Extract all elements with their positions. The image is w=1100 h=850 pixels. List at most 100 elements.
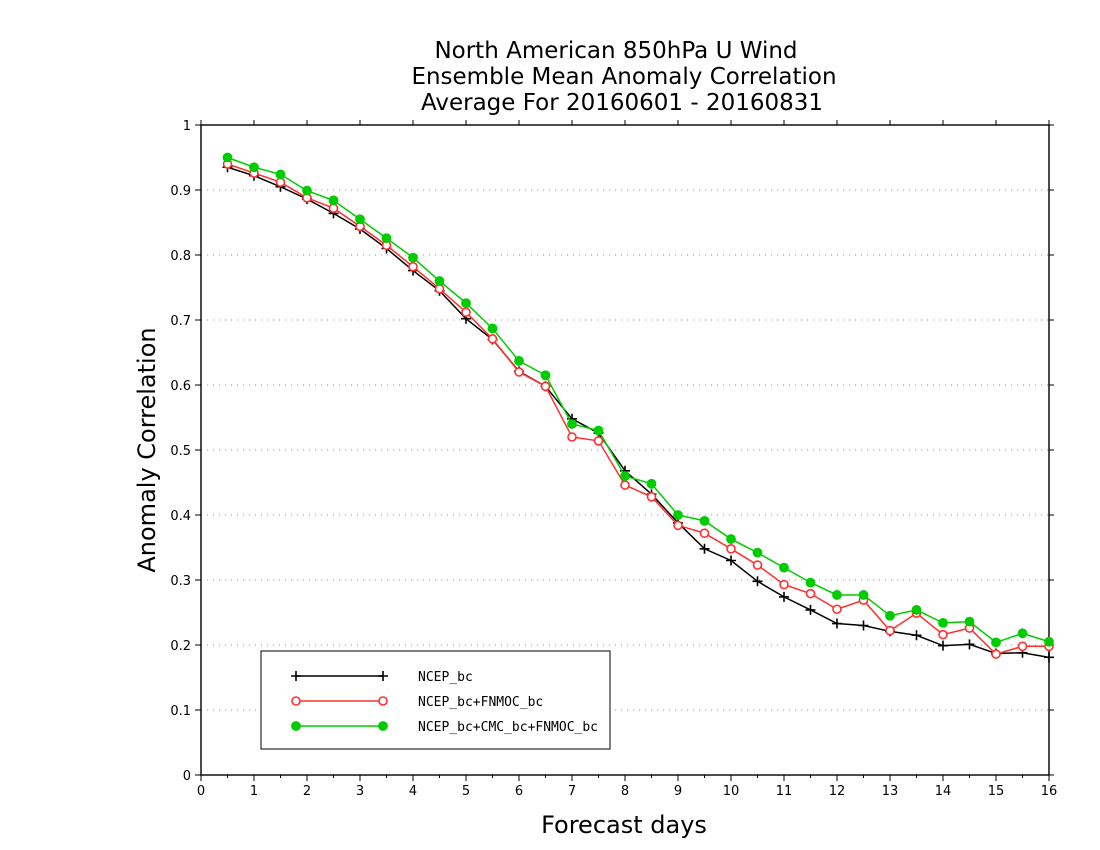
data-point [805, 577, 816, 588]
series-line [227, 163, 1049, 655]
tick-labels: 00.10.20.30.40.50.60.70.80.910 1 2 3 4 5 6 7 8 9 1… [170, 119, 1057, 799]
data-point [752, 560, 763, 570]
data-point [779, 579, 789, 590]
x-tick-label: 15 [988, 784, 1005, 799]
data-point [858, 620, 869, 631]
data-point [328, 203, 339, 213]
chart-title: North American 850hPa U Wind Ensemble Me… [411, 38, 836, 116]
data-point [291, 671, 301, 681]
data-point [461, 307, 471, 318]
data-point [567, 419, 577, 429]
data-point [938, 618, 948, 628]
data-point [991, 637, 1001, 648]
data-point [1017, 641, 1028, 652]
data-point [540, 370, 551, 381]
data-point [540, 381, 551, 392]
data-point [938, 640, 948, 651]
data-point [408, 261, 418, 272]
data-point [378, 696, 388, 706]
x-tick-label: 11 [776, 784, 793, 799]
x-tick-label: 2 [303, 784, 311, 799]
data-point [487, 323, 498, 334]
data-point [567, 432, 577, 442]
title-line-1: North American 850hPa U Wind [434, 38, 797, 64]
x-tick-label: 6 [515, 784, 523, 799]
series-2 [222, 159, 1054, 659]
data-point [779, 562, 789, 573]
x-tick-label: 9 [674, 784, 682, 799]
data-point [378, 671, 388, 681]
y-tick-label: 0.2 [170, 639, 191, 654]
x-axis-title: Forecast days [541, 811, 707, 839]
data-point [620, 480, 630, 490]
x-tick-label: 8 [621, 784, 629, 799]
title-line-2: Ensemble Mean Anomaly Correlation [411, 64, 836, 90]
data-point [620, 471, 630, 481]
data-point [752, 547, 763, 558]
data-point [885, 625, 895, 636]
data-point [291, 696, 301, 706]
data-point [275, 177, 286, 187]
x-tick-label: 16 [1041, 784, 1058, 799]
data-point [832, 618, 842, 629]
data-point [832, 604, 842, 615]
data-point [699, 528, 710, 539]
data-point [291, 721, 301, 731]
series-line [227, 166, 1050, 659]
data-point [726, 543, 736, 554]
y-axis-title: Anomaly Correlation [133, 327, 161, 572]
series-3 [222, 152, 1054, 648]
y-tick-label: 0.4 [170, 509, 191, 524]
x-tick-label: 0 [197, 784, 205, 799]
x-tick-label: 10 [723, 784, 740, 799]
data-point [726, 534, 736, 544]
data-point [911, 605, 922, 615]
data-point [699, 515, 710, 526]
y-tick-label: 0.9 [170, 184, 191, 199]
data-point [381, 233, 392, 244]
data-point [408, 252, 418, 263]
data-point [514, 367, 524, 377]
x-tick-label: 5 [462, 784, 470, 799]
data-point [673, 520, 683, 531]
data-point [434, 276, 445, 286]
data-series [222, 152, 1054, 663]
x-tick-label: 3 [356, 784, 364, 799]
data-point [699, 543, 710, 554]
legend-label: NCEP_bc+FNMOC_bc [418, 695, 543, 710]
data-point [302, 185, 312, 196]
data-point [938, 629, 948, 640]
data-point [964, 616, 975, 627]
axes [195, 120, 1054, 781]
data-point [378, 721, 388, 731]
data-point [805, 588, 816, 599]
legend-box [260, 650, 611, 750]
data-point [646, 478, 657, 489]
data-point [514, 356, 524, 366]
series-line [227, 156, 1050, 644]
x-tick-label: 1 [250, 784, 258, 799]
grid-lines [201, 189, 1049, 711]
data-point [885, 610, 895, 621]
data-point [1044, 652, 1054, 663]
data-point [805, 604, 816, 615]
y-tick-label: 0.1 [170, 704, 191, 719]
data-point [275, 169, 286, 180]
y-tick-label: 0.5 [170, 444, 191, 459]
data-point [832, 590, 842, 600]
data-point [434, 283, 445, 294]
x-tick-label: 14 [935, 784, 952, 799]
data-point [461, 298, 471, 309]
data-point [355, 214, 365, 225]
legend: NCEP_bc NCEP_bc+FNMOC_bc NCEP_bc+CMC_bc+FN… [260, 650, 611, 750]
title-line-3: Average For 20160601 - 20160831 [421, 90, 823, 116]
data-point [911, 630, 922, 641]
y-tick-label: 0.7 [170, 314, 191, 329]
data-point [1044, 636, 1054, 647]
data-point [1017, 628, 1028, 639]
y-tick-label: 1 [183, 119, 191, 134]
data-point [222, 152, 233, 163]
data-point [673, 510, 683, 520]
y-tick-label: 0.3 [170, 574, 191, 589]
